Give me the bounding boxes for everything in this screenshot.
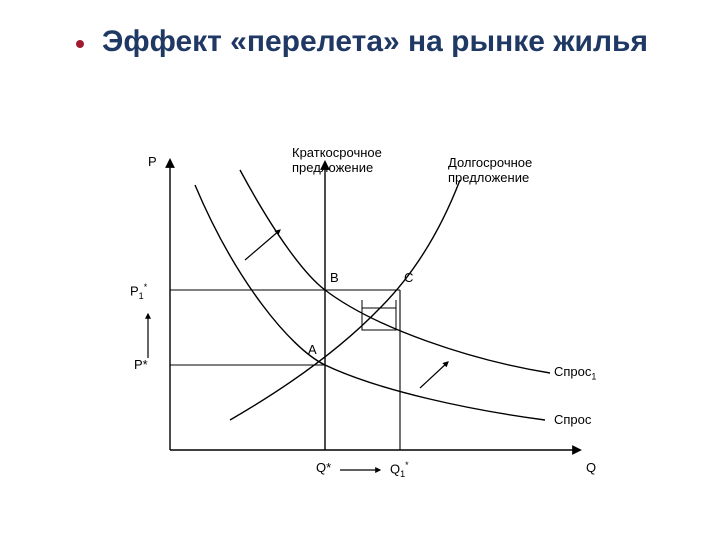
title-bullet — [76, 40, 84, 48]
shift-arrow-upper — [245, 230, 280, 260]
short-run-l2: предложение — [292, 161, 382, 176]
long-run-l2: предложение — [448, 171, 532, 186]
p-star-label: P* — [134, 357, 148, 372]
shift-arrow-lower — [420, 362, 448, 388]
short-run-l1: Краткосрочное — [292, 146, 382, 161]
point-c-label: C — [404, 270, 413, 285]
long-run-label: Долгосрочное предложение — [448, 156, 532, 186]
point-a-label: A — [308, 342, 317, 357]
q1-star-base: Q — [390, 461, 400, 476]
q1-star-sub: 1 — [400, 469, 405, 479]
demand1-label: Спрос1 — [554, 364, 596, 382]
demand-curve — [195, 185, 545, 420]
demand1-curve — [240, 170, 550, 373]
overshoot-chart: P Q P* P1* Q* Q1* A B C Краткосрочное пр… — [140, 150, 620, 490]
demand-label: Спрос — [554, 412, 591, 427]
long-run-l1: Долгосрочное — [448, 156, 532, 171]
long-run-supply — [230, 180, 460, 420]
short-run-label: Краткосрочное предложение — [292, 146, 382, 176]
page-title: Эффект «перелета» на рынке жилья — [102, 24, 662, 60]
p1-star-sup: * — [144, 282, 148, 292]
q1-star-label: Q1* — [390, 460, 409, 479]
demand1-base: Спрос — [554, 364, 591, 379]
q-axis-label: Q — [586, 460, 596, 475]
q-star-label: Q* — [316, 460, 331, 475]
p1-star-sub: 1 — [139, 291, 144, 301]
p1-star-label: P1* — [130, 282, 147, 301]
demand1-sub: 1 — [591, 372, 596, 382]
p1-star-base: P — [130, 283, 139, 298]
point-b-label: B — [330, 270, 339, 285]
q1-star-sup: * — [405, 460, 409, 470]
p-axis-label: P — [148, 154, 157, 169]
